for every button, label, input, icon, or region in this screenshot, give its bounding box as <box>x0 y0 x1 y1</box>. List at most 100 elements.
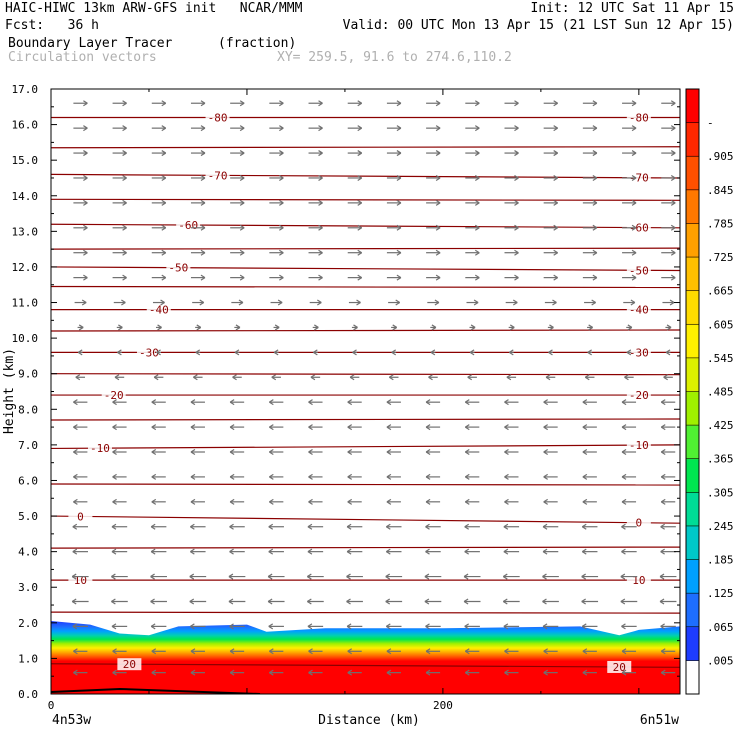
wind-vector-head <box>514 174 519 181</box>
wind-vector-head <box>73 473 78 480</box>
wind-vector-head <box>543 473 548 480</box>
wind-vector-head <box>425 669 431 676</box>
wind-vector-head <box>631 150 637 157</box>
wind-vector <box>308 473 323 480</box>
wind-vector-head <box>75 374 81 381</box>
wind-vector <box>111 548 128 555</box>
temperature-contour <box>51 373 680 376</box>
colorbar-swatch <box>686 626 699 661</box>
wind-vector-head <box>543 669 548 676</box>
wind-vector <box>385 598 403 605</box>
wind-vector-head <box>425 623 430 630</box>
wind-vector <box>192 299 205 306</box>
wind-vector <box>385 523 402 530</box>
wind-vector <box>543 199 558 206</box>
wind-vector-head <box>346 623 352 630</box>
wind-vector <box>267 573 285 580</box>
wind-vector <box>151 174 167 181</box>
wind-vector <box>542 598 559 605</box>
wind-vector-head <box>190 669 196 676</box>
wind-vector <box>232 374 242 381</box>
wind-vector-head <box>308 448 313 456</box>
colorbar-swatch <box>686 290 699 325</box>
wind-vector <box>620 598 638 605</box>
wind-vector <box>111 598 128 605</box>
wind-vector <box>307 523 324 530</box>
wind-vector-head <box>81 299 87 306</box>
y-tick-label: 7.0 <box>18 439 38 452</box>
colorbar-label: .605 <box>707 318 734 331</box>
wind-vector <box>661 100 676 107</box>
wind-vector <box>504 399 519 406</box>
wind-vector-head <box>161 224 167 231</box>
contour-label: 10 <box>74 574 87 587</box>
wind-vector <box>581 523 598 530</box>
wind-vector <box>190 648 205 655</box>
colorbar-label: .305 <box>707 486 734 499</box>
y-tick-label: 12.0 <box>12 261 39 274</box>
wind-vector <box>467 374 477 381</box>
wind-vector <box>347 274 363 281</box>
wind-vector-head <box>435 199 441 206</box>
contour-label: -50 <box>168 262 188 275</box>
contour-label-bg <box>166 261 191 274</box>
wind-vector <box>347 249 363 256</box>
y-axis-label: Height (km) <box>2 348 17 434</box>
wind-vector-head <box>430 349 436 356</box>
wind-vector-head <box>229 648 235 655</box>
contour-label: 0 <box>636 517 643 530</box>
wind-vector <box>660 523 676 530</box>
wind-vector <box>268 523 284 530</box>
wind-vector-head <box>234 349 240 356</box>
y-tick-label: 15.0 <box>12 154 39 167</box>
wind-vector-head <box>670 125 676 132</box>
wind-vector <box>230 150 245 157</box>
wind-vector-head <box>118 324 123 331</box>
wind-vector-head <box>428 374 433 381</box>
wind-vector-head <box>238 299 244 306</box>
wind-vector-head <box>621 473 627 480</box>
wind-vector <box>464 548 480 555</box>
wind-vector-head <box>502 573 508 580</box>
wind-vector-head <box>279 249 284 256</box>
wind-vector-head <box>592 224 598 231</box>
wind-vector <box>73 399 88 406</box>
wind-vector <box>426 249 441 256</box>
colorbar-swatch <box>686 89 699 124</box>
wind-vector-head <box>83 274 88 281</box>
wind-vector-head <box>670 100 676 107</box>
wind-vector <box>425 424 441 431</box>
wind-vector-head <box>386 498 392 505</box>
wind-vector <box>229 498 245 505</box>
wind-vector <box>229 424 245 431</box>
wind-vector <box>386 100 402 107</box>
wind-vector <box>229 669 245 676</box>
wind-vector-head <box>543 399 548 406</box>
wind-vector-head <box>160 299 165 306</box>
wind-vector <box>190 669 205 676</box>
wind-vector <box>112 448 127 456</box>
wind-vector-head <box>310 374 316 381</box>
wind-vector <box>581 598 599 605</box>
wind-vector-head <box>391 349 397 356</box>
wind-vector-head <box>150 523 156 530</box>
wind-vector-head <box>347 648 353 655</box>
wind-vector-head <box>190 623 195 630</box>
wind-vector-head <box>470 324 476 331</box>
wind-vector <box>426 125 441 132</box>
contour-label: -10 <box>90 442 110 455</box>
temperature-contour <box>51 663 680 668</box>
wind-vector-head <box>357 125 363 132</box>
wind-vector-head <box>308 424 313 431</box>
wind-vector-head <box>545 374 551 381</box>
contour-label: -80 <box>629 111 649 124</box>
wind-vector <box>72 548 88 555</box>
wind-vector <box>660 448 676 456</box>
y-tick-label: 6.0 <box>18 474 38 487</box>
wind-vector-head <box>83 199 88 206</box>
wind-vector-head <box>357 174 363 181</box>
wind-vector <box>661 224 676 231</box>
wind-vector-head <box>396 125 402 132</box>
wind-vector-head <box>232 374 237 381</box>
wind-vector-head <box>239 125 245 132</box>
